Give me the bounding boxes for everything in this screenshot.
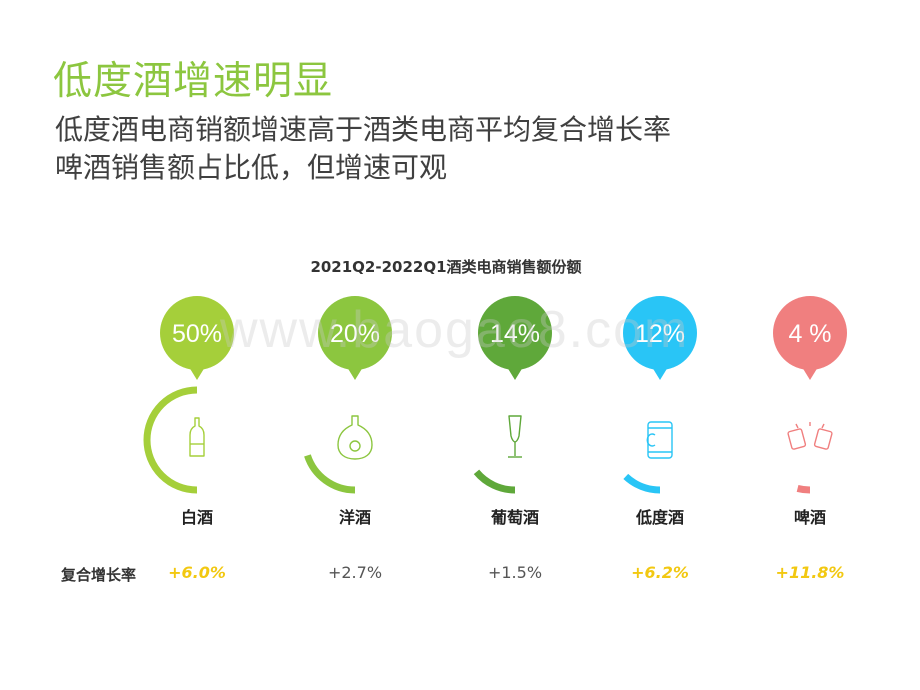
share-bubble-1 [160, 296, 234, 370]
share-label-3: 14% [490, 320, 540, 348]
share-label-4: 12% [635, 320, 685, 348]
chart-title: 2021Q2-2022Q1酒类电商销售额份额 [310, 258, 582, 276]
growth-row-label: 复合增长率 [61, 566, 137, 584]
share-label-5: 4 % [788, 320, 831, 348]
share-arc-3 [473, 469, 516, 494]
wine-glass-icon [508, 415, 522, 458]
share-bubble-3 [478, 296, 552, 370]
bubble-pointer-5 [802, 367, 818, 380]
cognac-bottle-icon [337, 415, 373, 460]
bubble-pointer-2 [347, 367, 363, 380]
bubble-pointer-3 [507, 367, 523, 380]
subtitle-line-1: 低度酒电商销额增速高于酒类电商平均复合增长率 [55, 113, 672, 146]
growth-rate-label: +6.2% [631, 563, 689, 582]
share-bubble-5 [773, 296, 847, 370]
share-arc-4 [623, 473, 661, 494]
baijiu-bottle-icon [189, 417, 205, 457]
category-label: 葡萄酒 [490, 508, 539, 527]
growth-rate-label: +6.0% [168, 563, 226, 582]
share-arc-5 [796, 485, 811, 494]
bubble-pointer-4 [652, 367, 668, 380]
share-bubble-2 [318, 296, 392, 370]
category-label: 啤酒 [793, 508, 826, 527]
share-bubble-4 [623, 296, 697, 370]
category-label: 低度酒 [635, 508, 684, 527]
share-label-2: 20% [330, 320, 380, 348]
subtitle-line-2: 啤酒销售额占比低，但增速可观 [55, 151, 448, 184]
category-label: 洋酒 [338, 508, 371, 527]
share-label-1: 50% [172, 320, 222, 348]
growth-rate-label: +2.7% [327, 563, 383, 582]
growth-rate-label: +11.8% [775, 563, 845, 582]
beer-cheers-icon [787, 422, 833, 450]
bubble-pointer-1 [189, 367, 205, 380]
category-label: 白酒 [180, 508, 213, 527]
share-arc-1 [143, 386, 198, 494]
growth-rate-label: +1.5% [487, 563, 543, 582]
page-title: 低度酒增速明显 [53, 59, 334, 104]
watermark: www.baogao8.com [220, 301, 690, 359]
can-icon [646, 421, 673, 459]
share-arc-2 [304, 454, 356, 494]
